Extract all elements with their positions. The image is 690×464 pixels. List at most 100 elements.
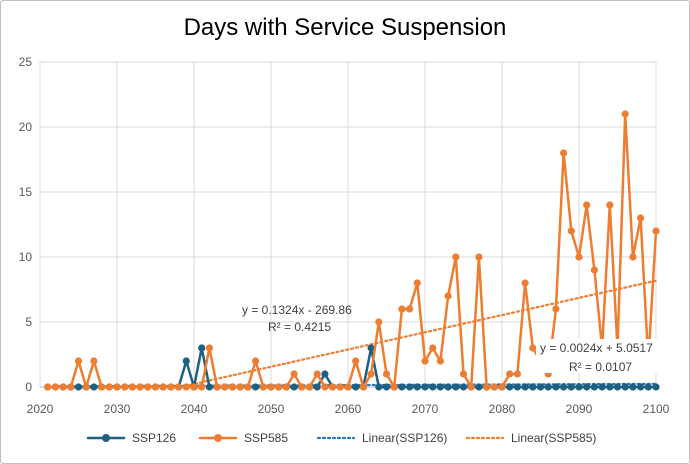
data-point-ssp126 — [444, 383, 452, 391]
trend-r2-label: R² = 0.4215 — [268, 320, 331, 334]
x-tick-label: 2040 — [181, 402, 208, 416]
data-point-ssp585 — [652, 227, 660, 235]
data-point-ssp585 — [575, 253, 583, 261]
data-point-ssp585 — [567, 227, 575, 235]
data-point-ssp585 — [182, 383, 190, 391]
trend-equation-label: y = 0.0024x + 5.0517 — [540, 341, 653, 355]
data-point-ssp585 — [452, 253, 460, 261]
data-point-ssp585 — [506, 370, 514, 378]
data-point-ssp585 — [590, 266, 599, 274]
data-point-ssp585 — [313, 370, 321, 378]
data-point-ssp585 — [513, 370, 522, 378]
data-point-ssp126 — [313, 383, 321, 391]
x-tick-label: 2060 — [335, 402, 362, 416]
data-point-ssp585 — [267, 383, 275, 391]
data-point-ssp585 — [390, 383, 398, 391]
data-point-ssp126 — [321, 370, 329, 378]
annotation-background — [536, 339, 662, 373]
data-point-ssp126 — [252, 383, 260, 391]
data-point-ssp585 — [59, 383, 67, 391]
data-point-ssp126 — [536, 383, 545, 391]
chart-title: Days with Service Suspension — [183, 14, 507, 41]
y-tick-label: 25 — [19, 55, 33, 69]
data-point-ssp585 — [44, 383, 52, 391]
x-tick-label: 2050 — [258, 402, 285, 416]
data-point-ssp126 — [475, 383, 483, 391]
data-point-ssp126 — [590, 383, 599, 391]
data-point-ssp585 — [352, 357, 360, 365]
data-point-ssp585 — [113, 383, 121, 391]
data-point-ssp126 — [529, 383, 537, 391]
data-point-ssp126 — [382, 383, 391, 391]
data-point-ssp585 — [167, 383, 175, 391]
data-point-ssp585 — [67, 383, 75, 391]
data-point-ssp585 — [205, 344, 213, 352]
data-point-ssp126 — [182, 357, 190, 365]
trend-equation-label: y = 0.1324x - 269.86 — [242, 303, 352, 317]
x-tick-label: 2100 — [643, 402, 670, 416]
data-point-ssp585 — [144, 383, 152, 391]
data-point-ssp585 — [190, 383, 198, 391]
data-point-ssp585 — [74, 357, 83, 365]
data-point-ssp126 — [583, 383, 591, 391]
trendline-ssp585 — [179, 279, 658, 389]
data-point-ssp126 — [436, 383, 444, 391]
data-point-ssp585 — [128, 383, 136, 391]
y-tick-label: 15 — [19, 185, 33, 199]
data-point-ssp585 — [475, 253, 483, 261]
legend: SSP126 SSP585 Linear(SSP126) Linear(SSP585) — [86, 431, 596, 445]
data-point-ssp585 — [90, 357, 98, 365]
y-tick-label: 5 — [25, 315, 32, 329]
data-point-ssp585 — [344, 383, 352, 391]
data-point-ssp585 — [221, 383, 229, 391]
data-point-ssp585 — [529, 344, 537, 352]
data-point-ssp585 — [298, 383, 306, 391]
x-tick-label: 2020 — [27, 402, 54, 416]
data-point-ssp126 — [644, 383, 652, 391]
data-point-ssp585 — [198, 383, 206, 391]
trend-annotations: y = 0.0024x + 5.0517 R² = 0.0107 y = 0.132… — [242, 303, 662, 374]
data-point-ssp585 — [252, 357, 260, 365]
data-point-ssp585 — [82, 383, 90, 391]
data-point-ssp126 — [90, 383, 98, 391]
y-tick-label: 0 — [25, 380, 32, 394]
data-point-ssp126 — [459, 383, 468, 391]
data-point-ssp585 — [282, 383, 290, 391]
data-point-ssp126 — [552, 383, 560, 391]
data-point-ssp585 — [406, 305, 414, 313]
data-point-ssp126 — [74, 383, 83, 391]
data-point-ssp585 — [329, 383, 337, 391]
data-point-ssp126 — [421, 383, 429, 391]
data-point-ssp126 — [367, 344, 375, 352]
legend-label: SSP585 — [244, 431, 288, 445]
data-point-ssp126 — [198, 344, 206, 352]
data-point-ssp585 — [228, 383, 237, 391]
x-tick-label: 2080 — [489, 402, 516, 416]
data-point-ssp126 — [613, 383, 622, 391]
legend-item: SSP126 — [86, 431, 176, 445]
data-point-ssp126 — [544, 383, 552, 391]
x-tick-label: 2090 — [566, 402, 593, 416]
data-point-ssp126 — [606, 383, 614, 391]
data-point-ssp585 — [382, 370, 391, 378]
data-point-ssp126 — [375, 383, 383, 391]
data-point-ssp585 — [444, 292, 452, 300]
data-point-ssp585 — [583, 201, 591, 209]
data-point-ssp585 — [336, 383, 344, 391]
data-point-ssp126 — [205, 383, 213, 391]
data-point-ssp126 — [560, 383, 568, 391]
data-point-ssp585 — [275, 383, 283, 391]
data-point-ssp585 — [436, 357, 444, 365]
data-point-ssp126 — [429, 383, 437, 391]
data-point-ssp585 — [621, 110, 629, 118]
data-point-ssp585 — [606, 201, 614, 209]
data-point-ssp585 — [151, 383, 160, 391]
data-point-ssp585 — [629, 253, 637, 261]
data-point-ssp585 — [236, 383, 244, 391]
data-point-ssp585 — [121, 383, 129, 391]
data-point-ssp585 — [375, 318, 383, 326]
data-point-ssp585 — [136, 383, 144, 391]
data-point-ssp585 — [367, 370, 375, 378]
data-point-ssp585 — [359, 383, 367, 391]
